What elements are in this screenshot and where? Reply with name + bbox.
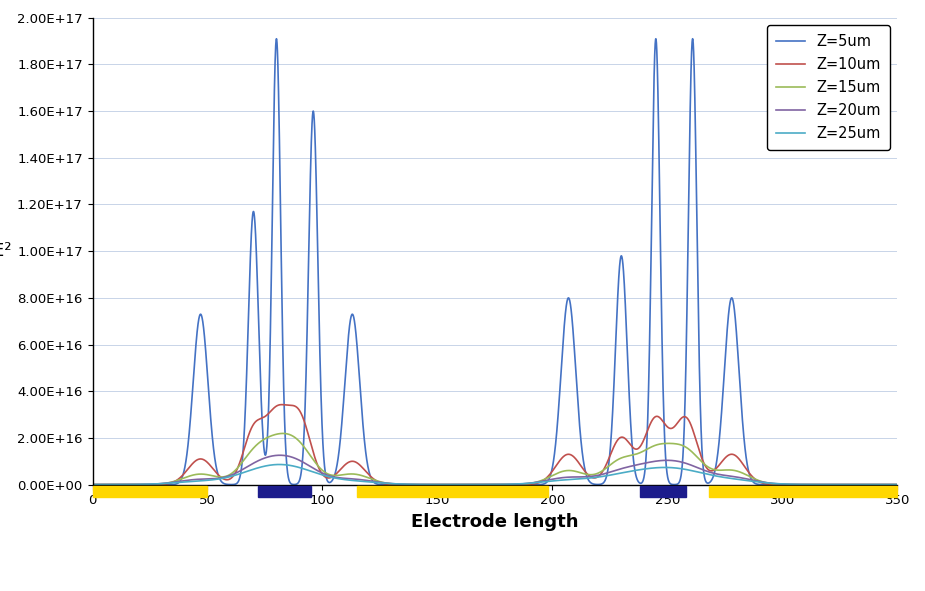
Line: Z=15um: Z=15um — [92, 433, 897, 485]
Z=5um — [128, 481, 139, 488]
Z=25um — [128, 481, 139, 488]
Z=5um — [892, 481, 903, 488]
Z=25um — [892, 481, 903, 488]
Line: Z=10um: Z=10um — [92, 405, 897, 485]
Z=25um — [378, 479, 389, 486]
Z=25um — [684, 466, 695, 473]
Z=15um — [892, 481, 903, 488]
Z=5um — [378, 481, 389, 488]
Z=20um — [727, 473, 738, 480]
Z=20um — [378, 479, 389, 486]
Z=10um — [684, 418, 695, 425]
Z=20um — [684, 461, 695, 468]
Bar — [357, 486, 548, 497]
Z=5um — [563, 294, 574, 301]
Z=20um — [87, 481, 98, 488]
Z=15um — [378, 479, 389, 486]
Z=20um — [128, 481, 139, 488]
Z=20um — [275, 452, 286, 459]
Z=10um — [378, 480, 389, 487]
Z=5um — [598, 479, 610, 486]
Z=10um — [277, 401, 288, 408]
Legend: Z=5um, Z=10um, Z=15um, Z=20um, Z=25um: Z=5um, Z=10um, Z=15um, Z=20um, Z=25um — [767, 25, 890, 150]
Z=5um — [727, 295, 738, 302]
Z=15um — [278, 430, 289, 437]
Bar — [709, 486, 897, 497]
Z=10um — [128, 481, 139, 488]
Z=25um — [563, 476, 574, 483]
Z=10um — [892, 481, 903, 488]
Z=15um — [727, 466, 738, 473]
Z=20um — [598, 470, 610, 478]
Bar — [258, 486, 311, 497]
Z=25um — [87, 481, 98, 488]
Z=25um — [727, 475, 738, 482]
Z=10um — [87, 481, 98, 488]
Z=5um — [684, 170, 695, 177]
Y-axis label: ∇E²: ∇E² — [0, 242, 11, 260]
Bar — [92, 486, 207, 497]
Z=15um — [128, 481, 139, 488]
Z=10um — [563, 451, 574, 458]
Z=20um — [563, 473, 574, 480]
Z=15um — [563, 467, 574, 474]
Z=15um — [87, 481, 98, 488]
Z=15um — [598, 466, 610, 473]
Line: Z=25um: Z=25um — [92, 465, 897, 485]
Z=15um — [684, 446, 695, 453]
Z=5um — [87, 481, 98, 488]
Z=10um — [727, 451, 738, 458]
Z=25um — [274, 461, 285, 468]
Z=20um — [892, 481, 903, 488]
Z=10um — [598, 466, 610, 473]
Z=5um — [687, 35, 698, 43]
X-axis label: Electrode length: Electrode length — [411, 513, 579, 531]
Line: Z=20um: Z=20um — [92, 455, 897, 485]
Z=25um — [598, 473, 610, 480]
Bar — [640, 486, 685, 497]
Line: Z=5um: Z=5um — [92, 39, 897, 485]
